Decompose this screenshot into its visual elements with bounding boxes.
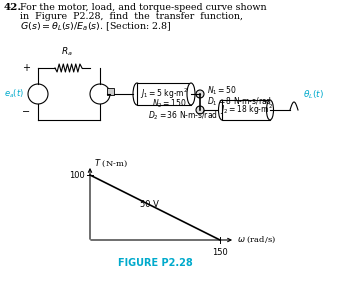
Text: FIGURE P2.28: FIGURE P2.28	[118, 258, 192, 268]
Text: $J_1 = 5$ kg-m$^2$: $J_1 = 5$ kg-m$^2$	[140, 87, 188, 101]
Circle shape	[196, 90, 204, 98]
Text: $R_a$: $R_a$	[61, 45, 73, 58]
Bar	[222, 100, 270, 120]
Text: $\omega$ (rad/s): $\omega$ (rad/s)	[237, 235, 276, 245]
Text: $G(s) = \theta_L(s)/E_a(s)$. [Section: 2.8]: $G(s) = \theta_L(s)/E_a(s)$. [Section: 2…	[20, 21, 171, 33]
Text: $J_2 = 18$ kg-m$^2$: $J_2 = 18$ kg-m$^2$	[219, 103, 273, 117]
Text: 50 V: 50 V	[140, 200, 159, 209]
Text: For the motor, load, and torque-speed curve shown: For the motor, load, and torque-speed cu…	[20, 3, 267, 12]
Text: $N_2 = 150$: $N_2 = 150$	[152, 98, 187, 110]
Ellipse shape	[266, 100, 274, 120]
Text: +: +	[22, 63, 30, 73]
Text: 150: 150	[212, 248, 228, 257]
Text: $\theta_L(t)$: $\theta_L(t)$	[303, 89, 324, 101]
Text: $T$ (N-m): $T$ (N-m)	[94, 157, 128, 169]
Text: in  Figure  P2.28,  find  the  transfer  function,: in Figure P2.28, find the transfer funct…	[20, 12, 243, 21]
Ellipse shape	[187, 83, 195, 105]
Text: $N_1 = 50$: $N_1 = 50$	[207, 85, 237, 97]
Text: 100: 100	[69, 171, 85, 179]
Bar	[107, 88, 114, 95]
Text: −: −	[22, 107, 30, 117]
Text: $D_2 = 36$ N-m-s/rad: $D_2 = 36$ N-m-s/rad	[148, 110, 218, 122]
Text: 42.: 42.	[4, 3, 22, 12]
Text: $e_a(t)$: $e_a(t)$	[4, 88, 24, 100]
Bar	[137, 83, 191, 105]
Circle shape	[196, 106, 204, 114]
Text: $D_1 = 8$ N-m-s/rad: $D_1 = 8$ N-m-s/rad	[207, 96, 272, 108]
